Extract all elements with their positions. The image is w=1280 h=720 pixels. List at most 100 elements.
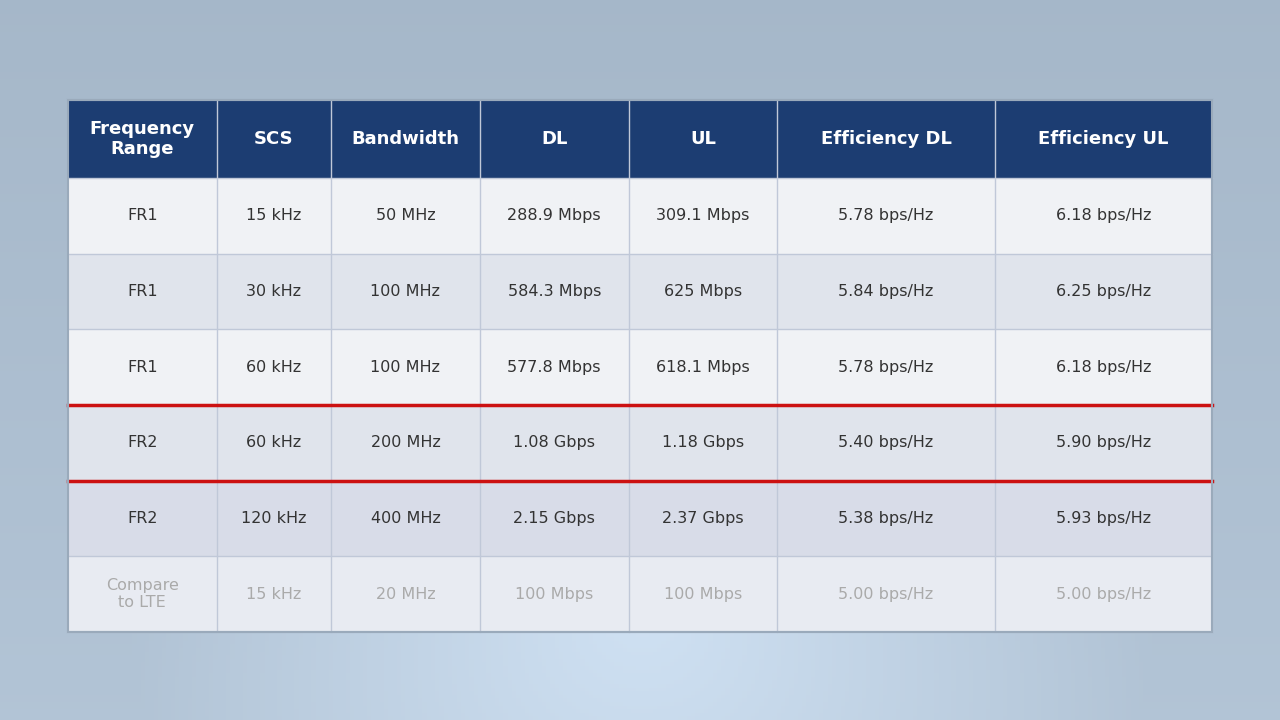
Bar: [68, 557, 216, 632]
Text: 5.78 bps/Hz: 5.78 bps/Hz: [838, 208, 933, 223]
Text: 5.78 bps/Hz: 5.78 bps/Hz: [838, 360, 933, 374]
Bar: [216, 100, 332, 178]
Text: FR1: FR1: [127, 360, 157, 374]
Text: UL: UL: [690, 130, 716, 148]
Bar: [332, 178, 480, 253]
Text: 20 MHz: 20 MHz: [375, 587, 435, 602]
Bar: [480, 405, 628, 481]
Bar: [628, 329, 777, 405]
Text: 2.37 Gbps: 2.37 Gbps: [662, 511, 744, 526]
Bar: [628, 481, 777, 557]
Text: 288.9 Mbps: 288.9 Mbps: [507, 208, 602, 223]
Bar: [995, 481, 1212, 557]
Text: 618.1 Mbps: 618.1 Mbps: [657, 360, 750, 374]
Text: 6.18 bps/Hz: 6.18 bps/Hz: [1056, 360, 1151, 374]
Bar: [332, 253, 480, 329]
Bar: [68, 329, 216, 405]
Bar: [777, 178, 995, 253]
Bar: [628, 178, 777, 253]
Text: 100 Mbps: 100 Mbps: [515, 587, 594, 602]
Bar: [68, 178, 216, 253]
Text: FR1: FR1: [127, 208, 157, 223]
Text: 6.18 bps/Hz: 6.18 bps/Hz: [1056, 208, 1151, 223]
Text: FR2: FR2: [127, 436, 157, 450]
Bar: [628, 253, 777, 329]
Bar: [480, 178, 628, 253]
Bar: [216, 405, 332, 481]
Text: DL: DL: [541, 130, 567, 148]
Text: 100 MHz: 100 MHz: [370, 284, 440, 299]
Bar: [332, 100, 480, 178]
Text: 60 kHz: 60 kHz: [246, 436, 302, 450]
Text: 200 MHz: 200 MHz: [370, 436, 440, 450]
Text: Frequency
Range: Frequency Range: [90, 120, 195, 158]
Bar: [68, 481, 216, 557]
Bar: [68, 100, 216, 178]
Bar: [628, 100, 777, 178]
Bar: [995, 178, 1212, 253]
Bar: [332, 405, 480, 481]
Bar: [995, 100, 1212, 178]
Text: 5.00 bps/Hz: 5.00 bps/Hz: [838, 587, 933, 602]
Text: 5.40 bps/Hz: 5.40 bps/Hz: [838, 436, 933, 450]
Bar: [480, 100, 628, 178]
Bar: [777, 557, 995, 632]
Text: Compare
to LTE: Compare to LTE: [106, 578, 179, 611]
Bar: [68, 100, 1212, 632]
Bar: [777, 405, 995, 481]
Text: 100 MHz: 100 MHz: [370, 360, 440, 374]
Bar: [216, 557, 332, 632]
Text: 6.25 bps/Hz: 6.25 bps/Hz: [1056, 284, 1151, 299]
Bar: [332, 329, 480, 405]
Text: 50 MHz: 50 MHz: [375, 208, 435, 223]
Bar: [777, 100, 995, 178]
Text: SCS: SCS: [255, 130, 293, 148]
Bar: [480, 481, 628, 557]
Bar: [777, 329, 995, 405]
Bar: [995, 557, 1212, 632]
Text: 577.8 Mbps: 577.8 Mbps: [507, 360, 600, 374]
Bar: [628, 557, 777, 632]
Text: 120 kHz: 120 kHz: [241, 511, 307, 526]
Text: 400 MHz: 400 MHz: [370, 511, 440, 526]
Text: FR1: FR1: [127, 284, 157, 299]
Bar: [332, 481, 480, 557]
Text: 60 kHz: 60 kHz: [246, 360, 302, 374]
Bar: [68, 100, 1212, 632]
Bar: [216, 329, 332, 405]
Text: 30 kHz: 30 kHz: [246, 284, 302, 299]
Text: 5.90 bps/Hz: 5.90 bps/Hz: [1056, 436, 1151, 450]
Text: 584.3 Mbps: 584.3 Mbps: [507, 284, 600, 299]
Text: Bandwidth: Bandwidth: [352, 130, 460, 148]
Text: Efficiency DL: Efficiency DL: [820, 130, 951, 148]
Text: 1.18 Gbps: 1.18 Gbps: [662, 436, 744, 450]
Bar: [332, 557, 480, 632]
Text: 1.08 Gbps: 1.08 Gbps: [513, 436, 595, 450]
Text: 100 Mbps: 100 Mbps: [664, 587, 742, 602]
Bar: [216, 178, 332, 253]
Bar: [216, 253, 332, 329]
Text: 5.84 bps/Hz: 5.84 bps/Hz: [838, 284, 933, 299]
Bar: [777, 253, 995, 329]
Bar: [995, 253, 1212, 329]
Bar: [68, 405, 216, 481]
Bar: [480, 329, 628, 405]
Bar: [995, 329, 1212, 405]
Bar: [628, 405, 777, 481]
Bar: [480, 557, 628, 632]
Text: 15 kHz: 15 kHz: [246, 208, 302, 223]
Text: Efficiency UL: Efficiency UL: [1038, 130, 1169, 148]
Text: 2.15 Gbps: 2.15 Gbps: [513, 511, 595, 526]
Bar: [777, 481, 995, 557]
Bar: [995, 405, 1212, 481]
Text: 5.00 bps/Hz: 5.00 bps/Hz: [1056, 587, 1151, 602]
Text: 15 kHz: 15 kHz: [246, 587, 302, 602]
Bar: [216, 481, 332, 557]
Bar: [480, 253, 628, 329]
Text: 309.1 Mbps: 309.1 Mbps: [657, 208, 750, 223]
Text: 5.93 bps/Hz: 5.93 bps/Hz: [1056, 511, 1151, 526]
Text: FR2: FR2: [127, 511, 157, 526]
Bar: [68, 253, 216, 329]
Text: 5.38 bps/Hz: 5.38 bps/Hz: [838, 511, 933, 526]
Text: 625 Mbps: 625 Mbps: [664, 284, 742, 299]
